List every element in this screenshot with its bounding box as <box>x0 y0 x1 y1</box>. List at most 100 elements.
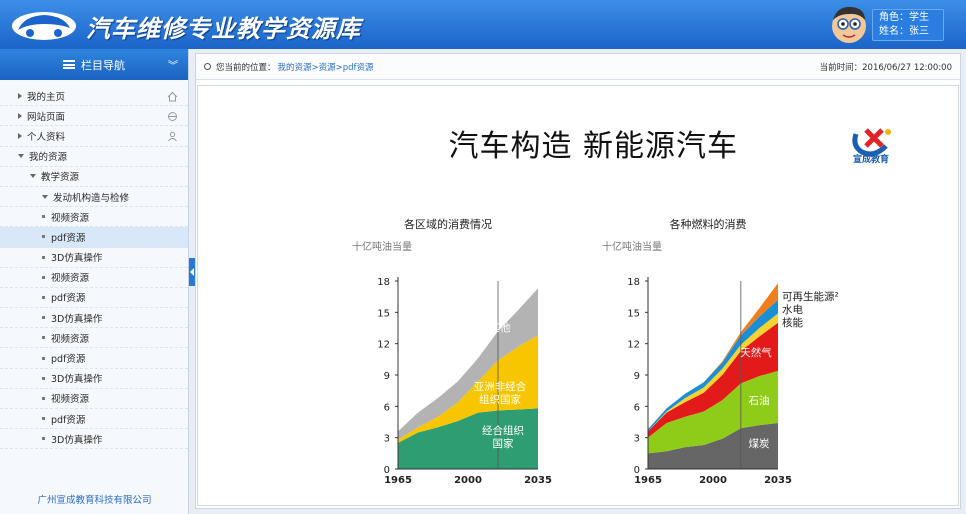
y-tick-label: 18 <box>377 277 390 288</box>
xuancheng-logo-icon <box>852 128 891 157</box>
sidebar-item-label: pdf资源 <box>51 293 86 305</box>
sidebar-item[interactable]: 我的主页 <box>0 86 188 107</box>
sidebar-item[interactable]: 个人资料 <box>0 126 188 147</box>
sidebar-item[interactable]: 网站页面 <box>0 106 188 127</box>
sidebar: 栏目导航 ︾ 我的主页 网站页面 个人资料 我的资源 教学资源 发动机构造与检修 视频资源 p… <box>0 49 189 514</box>
series-label: 经合组织国家 <box>482 424 524 450</box>
sidebar-title: 栏目导航 <box>81 58 125 72</box>
series-label: 其他 <box>490 321 511 334</box>
sidebar-item-label: 3D仿真操作 <box>51 374 103 386</box>
sidebar-item[interactable]: 教学资源 <box>0 167 188 187</box>
x-tick-label: 2035 <box>764 475 792 484</box>
y-axis-label: 十亿吨油当量 <box>602 240 662 253</box>
y-tick-label: 15 <box>627 308 640 319</box>
x-tick-label: 2035 <box>524 475 552 484</box>
y-tick-label: 6 <box>384 402 390 413</box>
main-panel: 您当前的位置： 我的资源>资源>pdf资源 当前时间：2016/06/27 12… <box>195 53 961 509</box>
logo-text: 宣成教育 <box>852 155 889 165</box>
sidebar-item-label: pdf资源 <box>51 354 86 366</box>
bullet-icon <box>42 255 45 259</box>
sidebar-item-label: 视频资源 <box>51 333 90 345</box>
bullet-icon <box>42 336 45 340</box>
series-label: 水电 <box>782 303 803 316</box>
sidebar-item-label: 3D仿真操作 <box>51 253 103 265</box>
company-footer: 广州宣成教育科技有限公司 <box>37 495 152 506</box>
bullet-icon <box>42 376 45 380</box>
site-title: 汽车维修专业教学资源库 <box>86 15 361 43</box>
y-tick-label: 9 <box>384 371 390 382</box>
slide-title: 汽车构造 新能源汽车 <box>448 129 738 164</box>
area-series <box>648 322 778 438</box>
series-label: 石油 <box>749 394 770 407</box>
y-tick-label: 12 <box>377 340 390 351</box>
caret-right-icon <box>18 92 22 99</box>
sidebar-item[interactable]: 3D仿真操作 <box>0 248 188 268</box>
user-role: 角色：学生 <box>879 12 929 23</box>
sidebar-header[interactable]: 栏目导航 ︾ <box>0 49 188 80</box>
y-axis-label: 十亿吨油当量 <box>352 240 412 253</box>
sidebar-item-label: 视频资源 <box>51 212 90 224</box>
y-tick-label: 12 <box>627 340 640 351</box>
y-tick-label: 0 <box>384 465 390 476</box>
breadcrumb[interactable]: 我的资源>资源>pdf资源 <box>277 62 374 73</box>
sidebar-item[interactable]: 我的资源 <box>0 147 188 167</box>
sidebar-item-label: 我的主页 <box>27 91 66 103</box>
sidebar-item[interactable]: 3D仿真操作 <box>0 308 188 329</box>
sidebar-item-label: pdf资源 <box>51 414 86 426</box>
area-series <box>648 313 778 432</box>
sidebar-item[interactable]: 视频资源 <box>0 268 188 288</box>
location-pin-icon <box>204 63 211 70</box>
sidebar-item[interactable]: 视频资源 <box>0 389 188 409</box>
current-time: 当前时间：2016/06/27 12:00:00 <box>819 62 952 73</box>
caret-down-icon <box>42 194 48 199</box>
user-info: 角色：学生 姓名：张三 <box>872 9 944 41</box>
ie-icon <box>168 112 177 122</box>
home-icon <box>167 91 178 102</box>
series-label: 天然气 <box>740 346 772 359</box>
sidebar-item-label: 视频资源 <box>51 273 90 285</box>
series-label: 核能 <box>782 316 803 329</box>
sidebar-toggle-handle[interactable] <box>189 258 195 286</box>
x-tick-label: 2000 <box>699 475 727 484</box>
sidebar-item[interactable]: 3D仿真操作 <box>0 429 188 450</box>
breadcrumb-bar: 您当前的位置： 我的资源>资源>pdf资源 当前时间：2016/06/27 12… <box>196 54 960 80</box>
bullet-icon <box>42 275 45 279</box>
sidebar-item-label: 3D仿真操作 <box>51 434 103 446</box>
y-tick-label: 3 <box>384 434 390 445</box>
sidebar-item[interactable]: 3D仿真操作 <box>0 369 188 389</box>
sidebar-item[interactable]: 视频资源 <box>0 207 188 228</box>
user-name: 姓名：张三 <box>879 26 929 37</box>
area-series <box>398 288 538 440</box>
sidebar-item[interactable]: pdf资源 <box>0 348 188 369</box>
y-tick-label: 0 <box>634 465 640 476</box>
sidebar-item[interactable]: 发动机构造与检修 <box>0 187 188 208</box>
area-series <box>398 335 538 443</box>
sidebar-item[interactable]: pdf资源 <box>0 288 188 309</box>
chart-title: 各区域的消费情况 <box>404 217 492 231</box>
sidebar-item-label: 发动机构造与检修 <box>53 192 130 204</box>
pdf-viewer[interactable]: 汽车构造 新能源汽车 宣成教育 各区域的消费情况十亿吨油当量 0 3 6 9 12 15 18… <box>197 85 959 506</box>
area-series <box>648 299 778 432</box>
area-series <box>398 408 538 469</box>
nav-tree: 我的主页 网站页面 个人资料 我的资源 教学资源 发动机构造与检修 视频资源 pdf资源 3D仿… <box>0 86 188 450</box>
student-avatar-icon <box>832 6 866 43</box>
sidebar-item-label: 网站页面 <box>27 111 66 123</box>
sidebar-item[interactable]: pdf资源 <box>0 409 188 430</box>
series-label: 可再生能源² <box>782 290 838 303</box>
y-tick-label: 15 <box>377 308 390 319</box>
sidebar-item[interactable]: 视频资源 <box>0 328 188 349</box>
series-label: 亚洲非经合组织国家 <box>474 380 527 406</box>
y-tick-label: 3 <box>634 434 640 445</box>
sidebar-item-label: 我的资源 <box>29 152 68 164</box>
menu-icon <box>63 60 75 69</box>
sidebar-item-label: pdf资源 <box>51 232 86 244</box>
double-chevron-down-icon[interactable]: ︾ <box>168 61 178 72</box>
y-tick-label: 18 <box>627 277 640 288</box>
bullet-icon <box>42 295 45 299</box>
series-label: 煤炭 <box>749 437 770 450</box>
x-tick-label: 2000 <box>454 475 482 484</box>
sidebar-item[interactable]: pdf资源 <box>0 227 188 248</box>
caret-down-icon <box>30 174 36 179</box>
